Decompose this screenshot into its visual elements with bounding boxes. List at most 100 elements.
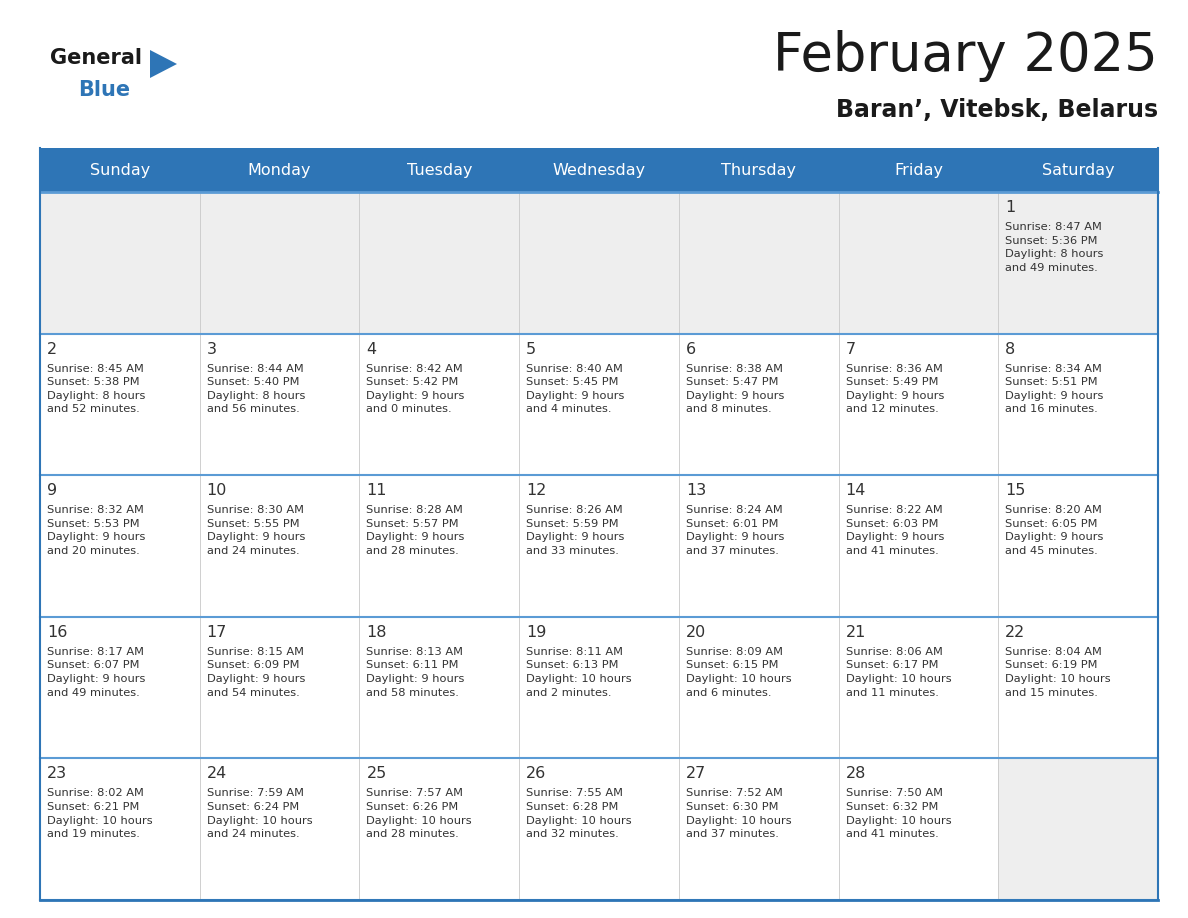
Text: Friday: Friday <box>893 162 943 177</box>
Text: 24: 24 <box>207 767 227 781</box>
Bar <box>40 333 200 476</box>
Text: 15: 15 <box>1005 483 1025 498</box>
Text: 7: 7 <box>846 341 855 356</box>
Text: Sunrise: 8:26 AM
Sunset: 5:59 PM
Daylight: 9 hours
and 33 minutes.: Sunrise: 8:26 AM Sunset: 5:59 PM Dayligh… <box>526 505 625 556</box>
Text: Sunrise: 8:44 AM
Sunset: 5:40 PM
Daylight: 8 hours
and 56 minutes.: Sunrise: 8:44 AM Sunset: 5:40 PM Dayligh… <box>207 364 305 414</box>
Text: 3: 3 <box>207 341 216 356</box>
Text: Saturday: Saturday <box>1042 162 1114 177</box>
Text: 11: 11 <box>366 483 387 498</box>
Text: 8: 8 <box>1005 341 1016 356</box>
Text: Sunrise: 8:17 AM
Sunset: 6:07 PM
Daylight: 9 hours
and 49 minutes.: Sunrise: 8:17 AM Sunset: 6:07 PM Dayligh… <box>48 647 145 698</box>
Text: 6: 6 <box>685 341 696 356</box>
Bar <box>360 476 519 617</box>
Text: Sunrise: 8:47 AM
Sunset: 5:36 PM
Daylight: 8 hours
and 49 minutes.: Sunrise: 8:47 AM Sunset: 5:36 PM Dayligh… <box>1005 222 1104 273</box>
Bar <box>200 333 360 476</box>
Text: 23: 23 <box>48 767 68 781</box>
Text: 27: 27 <box>685 767 706 781</box>
Bar <box>360 333 519 476</box>
Bar <box>998 758 1158 900</box>
Text: Sunrise: 8:15 AM
Sunset: 6:09 PM
Daylight: 9 hours
and 54 minutes.: Sunrise: 8:15 AM Sunset: 6:09 PM Dayligh… <box>207 647 305 698</box>
Bar <box>40 476 200 617</box>
Text: Sunrise: 7:57 AM
Sunset: 6:26 PM
Daylight: 10 hours
and 28 minutes.: Sunrise: 7:57 AM Sunset: 6:26 PM Dayligh… <box>366 789 472 839</box>
Text: 12: 12 <box>526 483 546 498</box>
Text: 13: 13 <box>685 483 706 498</box>
Text: Sunday: Sunday <box>90 162 150 177</box>
Bar <box>40 148 1158 192</box>
Text: Sunrise: 8:30 AM
Sunset: 5:55 PM
Daylight: 9 hours
and 24 minutes.: Sunrise: 8:30 AM Sunset: 5:55 PM Dayligh… <box>207 505 305 556</box>
Text: Sunrise: 8:28 AM
Sunset: 5:57 PM
Daylight: 9 hours
and 28 minutes.: Sunrise: 8:28 AM Sunset: 5:57 PM Dayligh… <box>366 505 465 556</box>
Bar <box>678 476 839 617</box>
Text: General: General <box>50 48 143 68</box>
Text: Sunrise: 7:50 AM
Sunset: 6:32 PM
Daylight: 10 hours
and 41 minutes.: Sunrise: 7:50 AM Sunset: 6:32 PM Dayligh… <box>846 789 952 839</box>
Text: 26: 26 <box>526 767 546 781</box>
Bar <box>839 333 998 476</box>
Text: Sunrise: 8:32 AM
Sunset: 5:53 PM
Daylight: 9 hours
and 20 minutes.: Sunrise: 8:32 AM Sunset: 5:53 PM Dayligh… <box>48 505 145 556</box>
Bar <box>519 758 678 900</box>
Text: 25: 25 <box>366 767 386 781</box>
Bar <box>678 192 839 333</box>
Text: Sunrise: 8:13 AM
Sunset: 6:11 PM
Daylight: 9 hours
and 58 minutes.: Sunrise: 8:13 AM Sunset: 6:11 PM Dayligh… <box>366 647 465 698</box>
Text: Sunrise: 8:38 AM
Sunset: 5:47 PM
Daylight: 9 hours
and 8 minutes.: Sunrise: 8:38 AM Sunset: 5:47 PM Dayligh… <box>685 364 784 414</box>
Text: Sunrise: 8:24 AM
Sunset: 6:01 PM
Daylight: 9 hours
and 37 minutes.: Sunrise: 8:24 AM Sunset: 6:01 PM Dayligh… <box>685 505 784 556</box>
Text: 16: 16 <box>48 625 68 640</box>
Bar <box>678 758 839 900</box>
Text: 19: 19 <box>526 625 546 640</box>
Bar <box>678 333 839 476</box>
Text: Tuesday: Tuesday <box>406 162 472 177</box>
Text: February 2025: February 2025 <box>773 30 1158 82</box>
Text: 21: 21 <box>846 625 866 640</box>
Bar <box>360 758 519 900</box>
Text: Sunrise: 8:11 AM
Sunset: 6:13 PM
Daylight: 10 hours
and 2 minutes.: Sunrise: 8:11 AM Sunset: 6:13 PM Dayligh… <box>526 647 632 698</box>
Bar <box>40 758 200 900</box>
Polygon shape <box>150 50 177 78</box>
Text: Sunrise: 8:06 AM
Sunset: 6:17 PM
Daylight: 10 hours
and 11 minutes.: Sunrise: 8:06 AM Sunset: 6:17 PM Dayligh… <box>846 647 952 698</box>
Text: 18: 18 <box>366 625 387 640</box>
Text: Sunrise: 7:55 AM
Sunset: 6:28 PM
Daylight: 10 hours
and 32 minutes.: Sunrise: 7:55 AM Sunset: 6:28 PM Dayligh… <box>526 789 632 839</box>
Bar <box>519 333 678 476</box>
Bar <box>360 617 519 758</box>
Text: Sunrise: 8:34 AM
Sunset: 5:51 PM
Daylight: 9 hours
and 16 minutes.: Sunrise: 8:34 AM Sunset: 5:51 PM Dayligh… <box>1005 364 1104 414</box>
Bar <box>998 476 1158 617</box>
Text: Sunrise: 8:40 AM
Sunset: 5:45 PM
Daylight: 9 hours
and 4 minutes.: Sunrise: 8:40 AM Sunset: 5:45 PM Dayligh… <box>526 364 625 414</box>
Bar <box>40 617 200 758</box>
Text: Sunrise: 8:45 AM
Sunset: 5:38 PM
Daylight: 8 hours
and 52 minutes.: Sunrise: 8:45 AM Sunset: 5:38 PM Dayligh… <box>48 364 145 414</box>
Text: 17: 17 <box>207 625 227 640</box>
Bar <box>200 758 360 900</box>
Text: Sunrise: 7:52 AM
Sunset: 6:30 PM
Daylight: 10 hours
and 37 minutes.: Sunrise: 7:52 AM Sunset: 6:30 PM Dayligh… <box>685 789 791 839</box>
Text: Sunrise: 7:59 AM
Sunset: 6:24 PM
Daylight: 10 hours
and 24 minutes.: Sunrise: 7:59 AM Sunset: 6:24 PM Dayligh… <box>207 789 312 839</box>
Text: 10: 10 <box>207 483 227 498</box>
Text: 4: 4 <box>366 341 377 356</box>
Text: Sunrise: 8:36 AM
Sunset: 5:49 PM
Daylight: 9 hours
and 12 minutes.: Sunrise: 8:36 AM Sunset: 5:49 PM Dayligh… <box>846 364 944 414</box>
Bar <box>519 192 678 333</box>
Text: Sunrise: 8:09 AM
Sunset: 6:15 PM
Daylight: 10 hours
and 6 minutes.: Sunrise: 8:09 AM Sunset: 6:15 PM Dayligh… <box>685 647 791 698</box>
Text: 5: 5 <box>526 341 536 356</box>
Text: 14: 14 <box>846 483 866 498</box>
Text: Sunrise: 8:02 AM
Sunset: 6:21 PM
Daylight: 10 hours
and 19 minutes.: Sunrise: 8:02 AM Sunset: 6:21 PM Dayligh… <box>48 789 152 839</box>
Bar <box>40 192 200 333</box>
Text: Thursday: Thursday <box>721 162 796 177</box>
Bar <box>839 192 998 333</box>
Bar <box>839 617 998 758</box>
Bar <box>519 476 678 617</box>
Bar <box>998 192 1158 333</box>
Bar <box>200 476 360 617</box>
Text: Wednesday: Wednesday <box>552 162 645 177</box>
Bar <box>519 617 678 758</box>
Bar <box>360 192 519 333</box>
Text: Baran’, Vitebsk, Belarus: Baran’, Vitebsk, Belarus <box>836 98 1158 122</box>
Text: 1: 1 <box>1005 200 1016 215</box>
Bar <box>839 476 998 617</box>
Bar <box>839 758 998 900</box>
Bar <box>998 333 1158 476</box>
Text: 22: 22 <box>1005 625 1025 640</box>
Text: Blue: Blue <box>78 80 131 100</box>
Bar <box>200 192 360 333</box>
Text: 9: 9 <box>48 483 57 498</box>
Text: Monday: Monday <box>248 162 311 177</box>
Text: Sunrise: 8:04 AM
Sunset: 6:19 PM
Daylight: 10 hours
and 15 minutes.: Sunrise: 8:04 AM Sunset: 6:19 PM Dayligh… <box>1005 647 1111 698</box>
Text: 20: 20 <box>685 625 706 640</box>
Bar <box>200 617 360 758</box>
Bar <box>678 617 839 758</box>
Text: Sunrise: 8:22 AM
Sunset: 6:03 PM
Daylight: 9 hours
and 41 minutes.: Sunrise: 8:22 AM Sunset: 6:03 PM Dayligh… <box>846 505 944 556</box>
Text: 2: 2 <box>48 341 57 356</box>
